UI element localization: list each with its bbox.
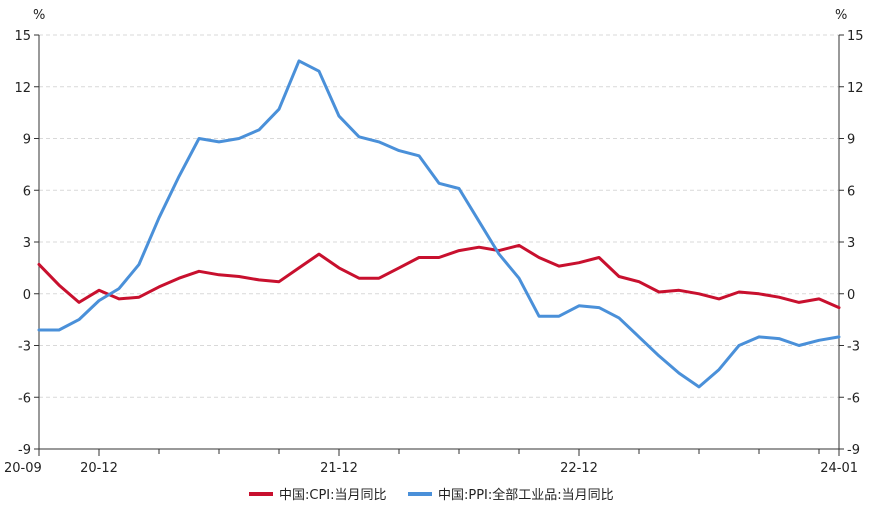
left-tick-label-4: 3	[23, 236, 31, 251]
x-tick-label-1: 20-12	[80, 461, 118, 476]
right-tick-label-1: 12	[847, 81, 864, 96]
x-tick-label-2: 21-12	[320, 461, 358, 476]
left-tick-label-2: 9	[23, 133, 31, 148]
right-tick-label-7: -6	[847, 391, 860, 406]
left-tick-label-8: -9	[18, 443, 31, 458]
left-tick-label-3: 6	[23, 184, 31, 199]
left-unit-label: %	[33, 8, 45, 23]
x-tick-label-0: 20-09	[4, 461, 42, 476]
legend: 中国:CPI:当月同比 中国:PPI:全部工业品:当月同比	[249, 487, 614, 503]
series-lines	[37, 59, 841, 389]
series-line-1	[37, 59, 841, 389]
legend-item-ppi: 中国:PPI:全部工业品:当月同比	[408, 487, 614, 503]
right-unit-label: %	[835, 8, 847, 23]
x-tick-label-3: 22-12	[560, 461, 598, 476]
right-tick-label-3: 6	[847, 184, 855, 199]
legend-swatch-cpi	[249, 492, 273, 496]
right-tick-label-4: 3	[847, 236, 855, 251]
left-tick-label-1: 12	[14, 81, 31, 96]
right-tick-label-5: 0	[847, 288, 855, 303]
right-tick-label-6: -3	[847, 340, 860, 355]
legend-label-ppi: 中国:PPI:全部工业品:当月同比	[438, 487, 614, 503]
tick-labels: 15 15 12 12 9 9 6 6 3 3 0 0 -3 -3 -6 -6 -9 -9 20-09 20-12 21…	[4, 29, 864, 476]
left-tick-label-5: 0	[23, 288, 31, 303]
right-tick-label-2: 9	[847, 133, 855, 148]
legend-swatch-ppi	[408, 492, 432, 496]
right-tick-label-0: 15	[847, 29, 864, 44]
left-tick-label-7: -6	[18, 391, 31, 406]
right-tick-label-8: -9	[847, 443, 860, 458]
legend-item-cpi: 中国:CPI:当月同比	[249, 488, 387, 503]
left-tick-label-6: -3	[18, 340, 31, 355]
left-tick-label-0: 15	[14, 29, 31, 44]
series-line-0	[37, 243, 841, 310]
legend-label-cpi: 中国:CPI:当月同比	[279, 488, 387, 503]
axes	[34, 34, 844, 456]
x-tick-label-4: 24-01	[820, 461, 858, 476]
